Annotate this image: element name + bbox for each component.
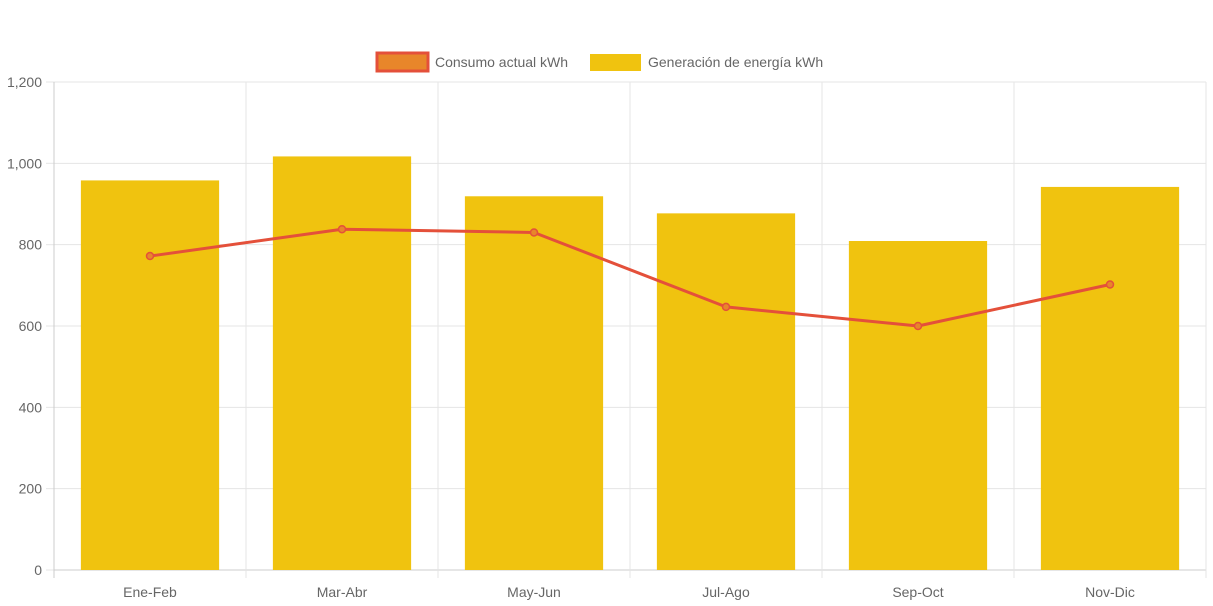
legend: Consumo actual kWh Generación de energía… [375, 51, 823, 73]
point-consumo[interactable] [337, 224, 347, 234]
bar-generacion[interactable] [656, 213, 796, 570]
legend-swatch-generacion [590, 54, 641, 71]
bar-generacion[interactable] [1040, 186, 1180, 571]
legend-item-consumo[interactable]: Consumo actual kWh [375, 51, 568, 73]
line-consumo [149, 227, 1111, 328]
y-tick-label: 400 [19, 399, 43, 415]
y-tick-label: 800 [19, 237, 43, 253]
x-tick-label: Mar-Abr [317, 584, 368, 600]
y-tick-label: 200 [19, 481, 43, 497]
legend-swatch-consumo [375, 51, 430, 73]
bar-generacion[interactable] [80, 180, 220, 570]
y-tick-label: 0 [34, 562, 42, 578]
grid-layer [46, 81, 1207, 578]
point-consumo[interactable] [529, 228, 539, 237]
bar-generacion[interactable] [848, 241, 988, 571]
bars-layer [80, 156, 1180, 571]
x-tick-label: Nov-Dic [1085, 584, 1135, 600]
axis-layer: 0 200 400 600 800 1,000 1,200 Ene-Feb Mar-Abr May… [7, 74, 1135, 600]
legend-item-generacion[interactable]: Generación de energía kWh [590, 54, 823, 71]
x-tick-label: May-Jun [507, 584, 561, 600]
point-consumo[interactable] [145, 251, 155, 261]
legend-label-generacion: Generación de energía kWh [648, 54, 823, 70]
bar-generacion[interactable] [464, 196, 604, 571]
x-tick-label: Jul-Ago [702, 584, 750, 600]
legend-label-consumo: Consumo actual kWh [435, 54, 568, 70]
y-tick-label: 1,000 [7, 155, 42, 171]
point-consumo[interactable] [721, 302, 731, 312]
line-layer [145, 224, 1115, 331]
y-tick-label: 600 [19, 318, 43, 334]
point-consumo[interactable] [1105, 280, 1115, 289]
x-tick-label: Ene-Feb [123, 584, 177, 600]
bar-generacion[interactable] [272, 156, 412, 571]
y-tick-label: 1,200 [7, 74, 42, 90]
x-tick-label: Sep-Oct [892, 584, 943, 600]
point-consumo[interactable] [913, 321, 923, 331]
